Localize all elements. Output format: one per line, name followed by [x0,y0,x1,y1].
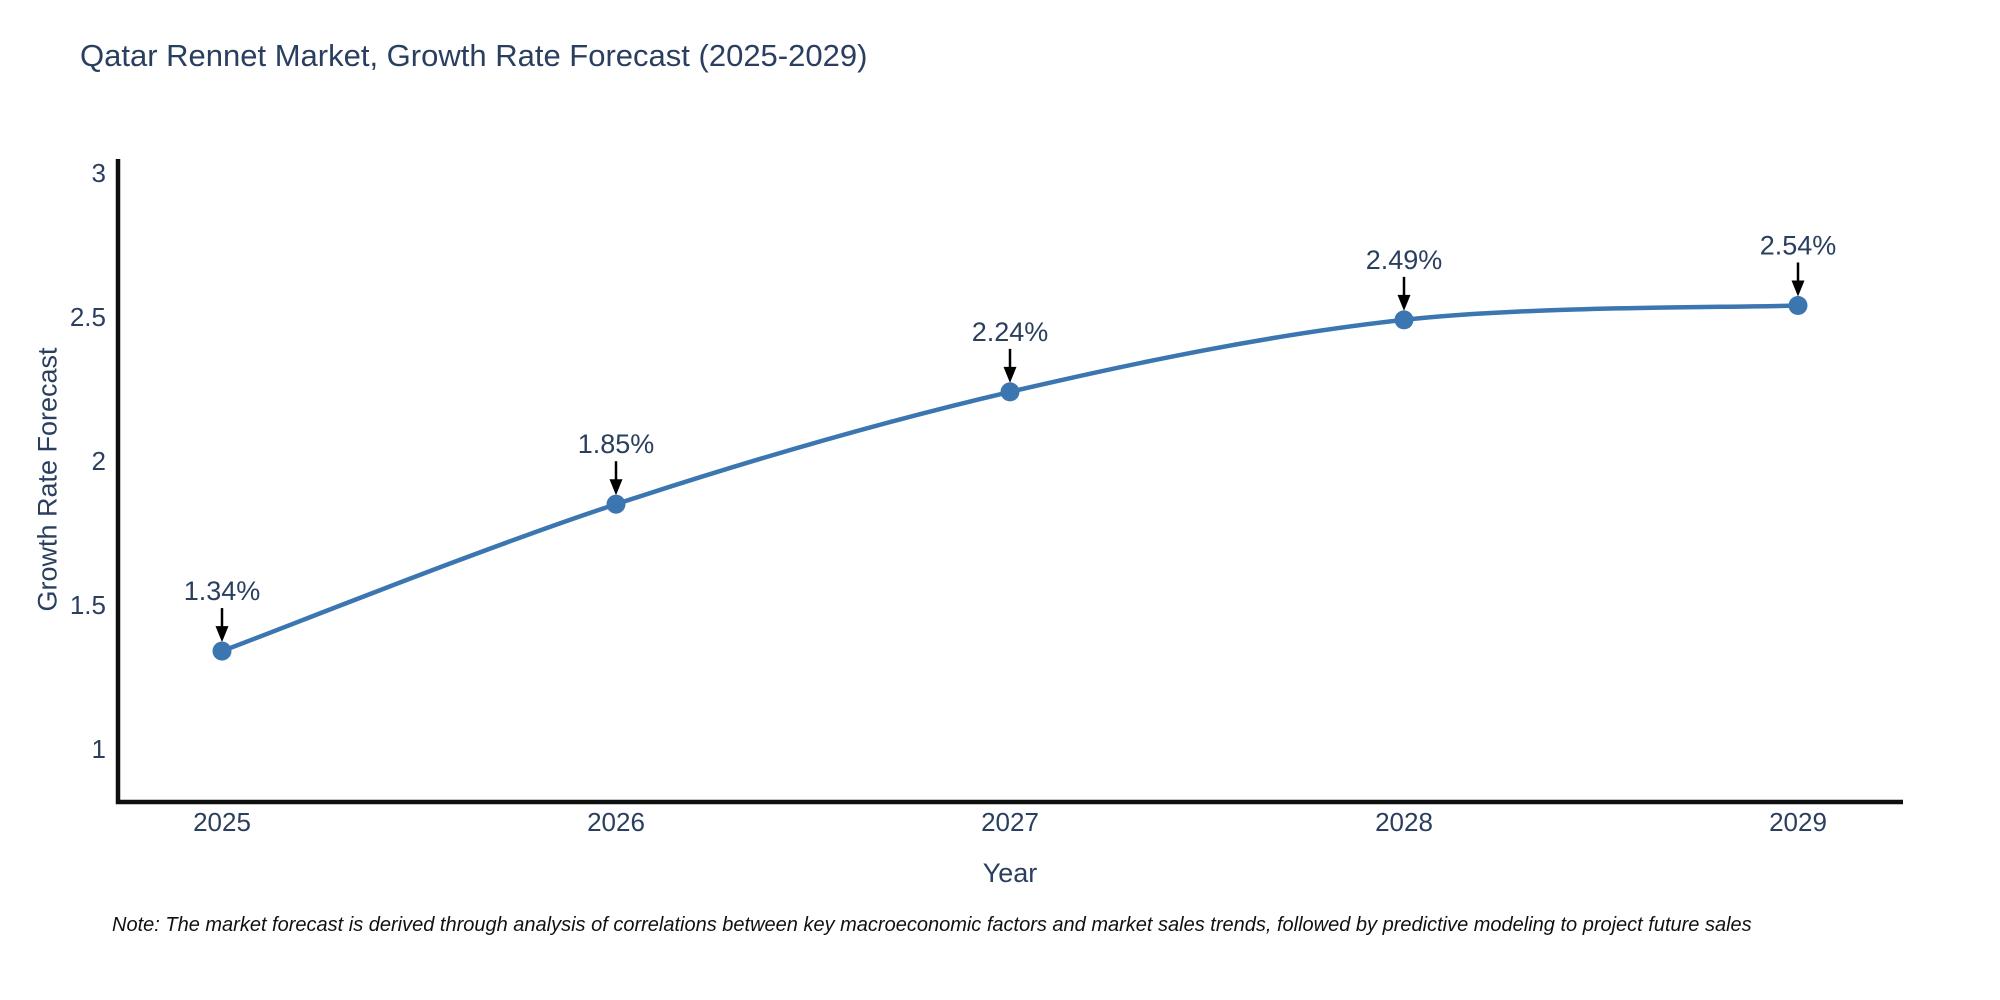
chart-title: Qatar Rennet Market, Growth Rate Forecas… [80,38,868,73]
axis-lines [115,159,1903,805]
y-tick-label: 2 [92,446,106,476]
x-tick-label: 2027 [981,807,1039,837]
data-label: 1.34% [184,576,261,606]
annotation-arrowhead [1003,366,1017,383]
data-point-marker [1788,295,1808,315]
data-point-marker [1394,310,1414,330]
x-tick-label: 2029 [1769,807,1827,837]
data-label: 2.54% [1760,230,1837,260]
annotation-arrowhead [215,626,229,643]
y-tick-label: 1.5 [70,590,106,620]
data-point-marker [1000,382,1020,402]
x-tick-label: 2026 [587,807,645,837]
x-tick-label: 2025 [193,807,251,837]
footnote: Note: The market forecast is derived thr… [112,914,1752,936]
data-label: 2.49% [1366,245,1443,275]
data-label: 2.24% [972,317,1049,347]
y-tick-label: 3 [92,158,106,188]
y-tick-label: 2.5 [70,302,106,332]
y-tick-label: 1 [92,734,106,764]
x-axis-title: Year [982,858,1038,888]
data-point-marker [606,494,626,514]
data-point-marker [212,641,232,661]
x-tick-label: 2028 [1375,807,1433,837]
annotation-arrowhead [1397,294,1411,311]
annotation-arrowhead [609,479,623,496]
data-label: 1.85% [578,429,655,459]
annotation-arrowhead [1791,280,1805,297]
